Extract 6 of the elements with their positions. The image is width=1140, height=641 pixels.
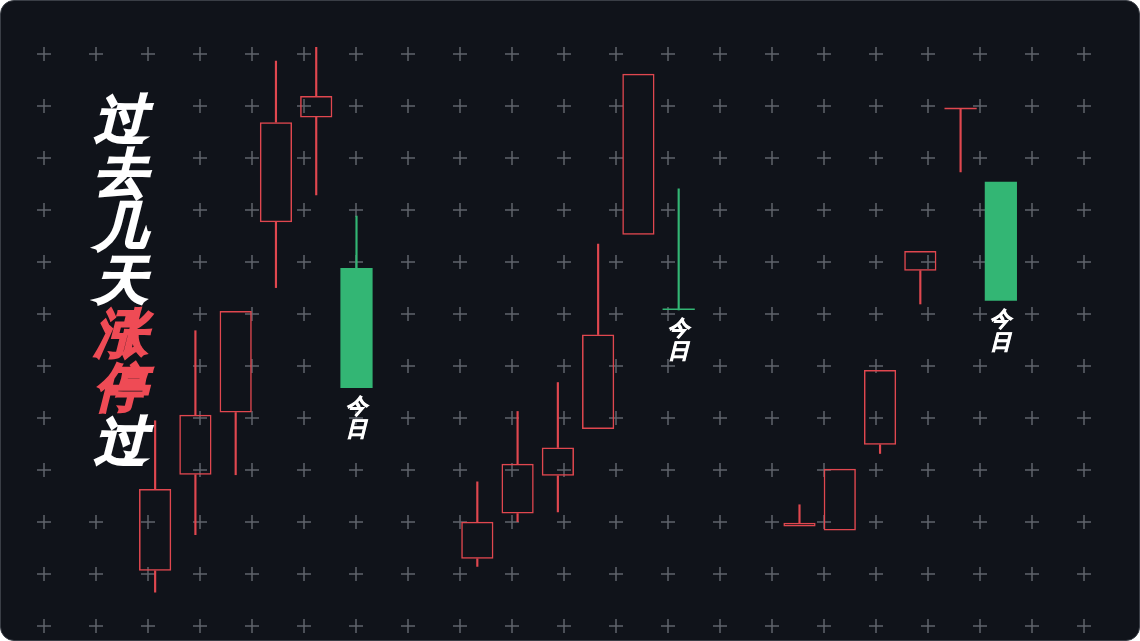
candlestick: [863, 370, 897, 454]
candlestick: [340, 215, 373, 388]
annotation: 今日: [345, 394, 368, 441]
annotation: 今日: [989, 306, 1012, 354]
candlestick: [984, 181, 1017, 301]
annotation: 今日: [667, 315, 690, 363]
